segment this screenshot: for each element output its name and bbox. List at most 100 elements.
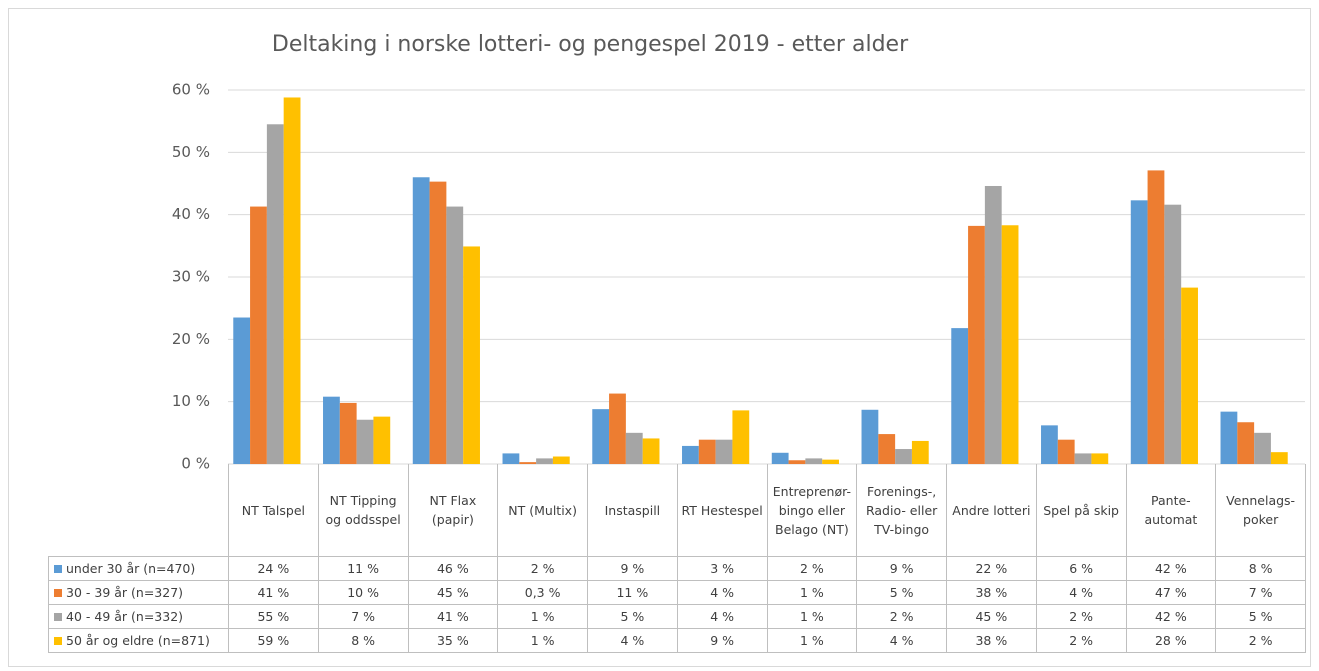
- bar: [861, 409, 879, 464]
- bar: [1130, 200, 1148, 464]
- value-label: 38 %: [946, 580, 1037, 605]
- value-label: 41 %: [228, 580, 319, 605]
- legend-swatch: [54, 613, 62, 621]
- frame: [8, 8, 1311, 667]
- legend-swatch: [54, 637, 62, 645]
- y-tick-label: 60 %: [172, 81, 210, 99]
- legend-label: 30 - 39 år (n=327): [66, 585, 184, 600]
- category-label: NT Talspel: [228, 464, 319, 557]
- category-label: Spel på skip: [1035, 464, 1127, 557]
- bar: [429, 181, 447, 464]
- bar: [682, 445, 699, 464]
- y-tick-label: 50 %: [172, 143, 210, 161]
- legend-label: 50 år og eldre (n=871): [66, 633, 210, 648]
- bar: [1181, 287, 1198, 464]
- value-label: 2 %: [766, 556, 858, 581]
- category-label: Pante- automat: [1125, 464, 1217, 557]
- value-label: 8 %: [317, 628, 409, 653]
- value-label: 1 %: [497, 604, 588, 629]
- value-label: 1 %: [497, 628, 588, 653]
- value-label: 38 %: [946, 628, 1037, 653]
- bar: [373, 416, 391, 464]
- legend-label: under 30 år (n=470): [66, 561, 196, 576]
- value-label: 45 %: [946, 604, 1037, 629]
- legend-cell: under 30 år (n=470): [48, 556, 229, 581]
- bar: [1237, 422, 1255, 464]
- bar: [771, 452, 789, 464]
- value-label: 1 %: [766, 580, 858, 605]
- bar: [625, 432, 643, 464]
- bar: [250, 206, 267, 464]
- value-label: 3 %: [676, 556, 768, 581]
- y-tick-label: 40 %: [172, 205, 210, 223]
- value-label: 42 %: [1125, 556, 1217, 581]
- value-label: 10 %: [317, 580, 409, 605]
- data-row: 30 - 39 år (n=327) 41 % 10 % 45 % 0,3 % 11 % 4…: [48, 580, 1306, 605]
- value-label: 2 %: [1215, 628, 1306, 653]
- bar: [1057, 439, 1075, 464]
- legend-cell: 40 - 49 år (n=332): [48, 604, 229, 629]
- category-label: Instaspill: [587, 464, 678, 557]
- value-label: 11 %: [587, 580, 678, 605]
- bar: [323, 396, 340, 464]
- value-label: 24 %: [228, 556, 319, 581]
- bar: [233, 317, 251, 464]
- value-label: 11 %: [317, 556, 409, 581]
- blank-cell: [49, 464, 229, 557]
- value-label: 41 %: [407, 604, 499, 629]
- legend-swatch: [54, 589, 62, 597]
- bar: [715, 439, 733, 464]
- value-label: 5 %: [587, 604, 678, 629]
- bar: [1147, 170, 1165, 464]
- bar: [984, 185, 1002, 464]
- bar: [463, 246, 480, 464]
- value-label: 4 %: [676, 580, 768, 605]
- bar: [642, 438, 660, 464]
- bar: [822, 459, 839, 464]
- category-label: Entreprenør- bingo eller Belago (NT): [766, 464, 858, 557]
- value-label: 45 %: [407, 580, 499, 605]
- bar: [592, 409, 610, 464]
- value-label: 4 %: [856, 628, 947, 653]
- bar: [502, 453, 520, 464]
- bar: [1164, 204, 1182, 464]
- bar: [1220, 411, 1238, 464]
- category-label: NT (Multix): [497, 464, 588, 557]
- data-row: 50 år og eldre (n=871) 59 % 8 % 35 % 1 % 4 % 9…: [48, 628, 1306, 653]
- bar: [951, 328, 969, 464]
- category-label: Andre lotteri: [946, 464, 1037, 557]
- value-label: 1 %: [766, 604, 858, 629]
- bar: [878, 434, 896, 464]
- value-label: 47 %: [1125, 580, 1217, 605]
- value-label: 1 %: [766, 628, 858, 653]
- bar: [609, 393, 626, 464]
- value-label: 5 %: [1215, 604, 1306, 629]
- category-label: NT Tipping og oddsspel: [317, 464, 409, 557]
- bar: [446, 206, 464, 464]
- bar: [1041, 425, 1058, 464]
- bar: [283, 97, 301, 464]
- value-label: 59 %: [228, 628, 319, 653]
- data-table: NT Talspel NT Tipping og oddsspel NT Flax …: [48, 464, 1306, 653]
- bar: [356, 419, 374, 464]
- legend-label: 40 - 49 år (n=332): [66, 609, 184, 624]
- bar: [968, 225, 985, 464]
- bar: [805, 458, 823, 464]
- value-label: 55 %: [228, 604, 319, 629]
- bar: [1091, 453, 1109, 464]
- category-label: RT Hestespel: [676, 464, 768, 557]
- value-label: 4 %: [676, 604, 768, 629]
- y-tick-label: 20 %: [172, 330, 210, 348]
- value-label: 8 %: [1215, 556, 1306, 581]
- bar: [1001, 225, 1019, 464]
- legend-cell: 50 år og eldre (n=871): [48, 628, 229, 653]
- bar: [1270, 452, 1288, 464]
- value-label: 2 %: [497, 556, 588, 581]
- bar: [732, 410, 750, 464]
- y-tick-label: 10 %: [172, 392, 210, 410]
- value-label: 28 %: [1125, 628, 1217, 653]
- bar: [412, 177, 430, 464]
- value-label: 5 %: [856, 580, 947, 605]
- bar: [536, 458, 553, 464]
